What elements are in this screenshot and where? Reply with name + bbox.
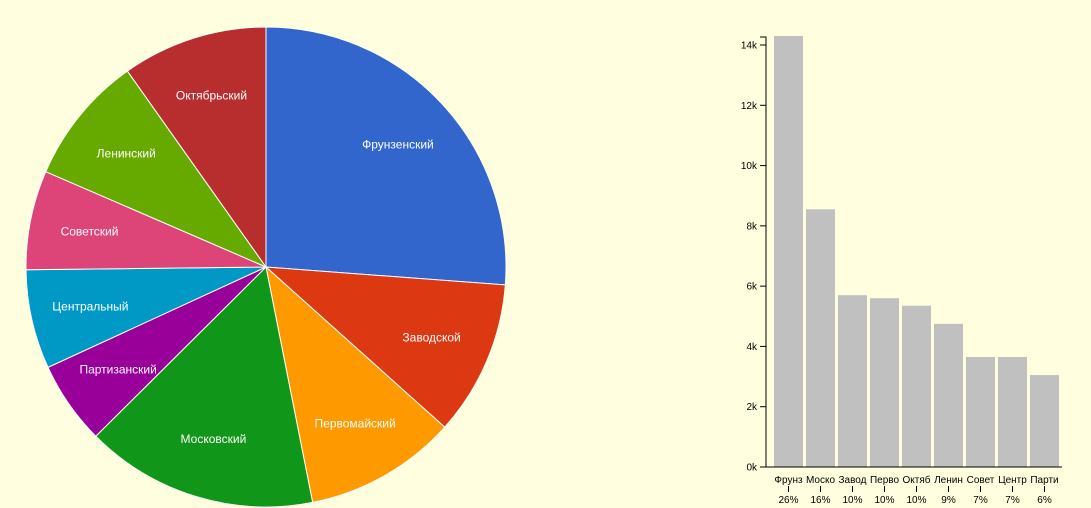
y-tick-label: 14k [741, 41, 758, 52]
y-axis: 0k 2k 4k 6k 8k 10k 12k 14k [741, 36, 767, 474]
bar[interactable] [902, 305, 931, 467]
pie-slice[interactable] [45, 70, 268, 269]
pie-slice[interactable] [265, 265, 446, 504]
bar[interactable] [774, 35, 803, 467]
x-percent-label: 6% [1037, 495, 1052, 506]
bar[interactable] [966, 356, 995, 467]
x-tick-label: Октяб [903, 474, 931, 486]
x-tick-label: Парти [1030, 475, 1058, 486]
bars [774, 35, 1059, 467]
pie-slice[interactable] [95, 265, 314, 508]
pie-slice-label: Советский [61, 225, 119, 239]
x-percent-label: 26% [778, 495, 798, 506]
x-percent-label: 16% [810, 495, 830, 506]
pie-slices [25, 26, 507, 508]
y-tick-label: 10k [741, 161, 758, 172]
pie-labels: Фрунзенский Заводской Первомайский Московск… [52, 88, 460, 446]
y-tick-label: 2k [746, 402, 758, 413]
bar[interactable] [998, 356, 1027, 467]
x-tick-label: Совет [967, 475, 995, 486]
y-tick-label: 8k [746, 221, 758, 232]
x-tick-label: Перво [870, 475, 900, 486]
y-tick-label: 4k [746, 342, 758, 353]
pie-slice-label: Московский [181, 432, 247, 446]
bar[interactable] [838, 295, 867, 467]
y-tick-label: 12k [741, 101, 758, 112]
pie-chart: Фрунзенский Заводской Первомайский Московск… [25, 26, 507, 508]
pie-slice-label: Заводской [402, 331, 460, 345]
x-percent-label: 10% [906, 495, 926, 506]
y-tick-label: 0k [746, 463, 758, 474]
x-tick-label: Моско [806, 475, 835, 486]
pie-slice-label: Партизанский [79, 363, 156, 377]
bar[interactable] [870, 298, 899, 467]
pie-slice-label: Центральный [52, 300, 128, 314]
pie-slice[interactable] [265, 26, 507, 286]
pie-slice[interactable] [264, 266, 506, 428]
bar[interactable] [1030, 375, 1059, 467]
x-tick-label: Центр [998, 475, 1027, 486]
x-axis: Фрунз 26% Моско 16% Завод 10% Перво 10% Октяб 10%… [766, 466, 1062, 506]
x-percent-label: 7% [1005, 495, 1020, 506]
y-tick-label: 6k [746, 282, 758, 293]
bar[interactable] [806, 209, 835, 467]
pie-slice-label: Первомайский [315, 416, 396, 430]
x-tick-label: Ленин [934, 475, 963, 486]
x-tick-label: Завод [839, 475, 867, 486]
bar-chart: 0k 2k 4k 6k 8k 10k 12k 14k Фрунз 26% Моско 16% Заво… [741, 35, 1062, 506]
bar[interactable] [934, 323, 963, 467]
x-percent-label: 10% [842, 495, 862, 506]
pie-slice[interactable] [126, 26, 267, 269]
x-tick-label: Фрунз [774, 475, 803, 486]
pie-slice-label: Ленинский [97, 147, 156, 161]
x-percent-label: 7% [973, 495, 988, 506]
x-percent-label: 9% [941, 495, 956, 506]
x-percent-label: 10% [874, 495, 894, 506]
pie-slice-label: Октябрьский [176, 88, 247, 102]
pie-slice-label: Фрунзенский [362, 138, 434, 152]
y-axis-line [760, 36, 767, 468]
